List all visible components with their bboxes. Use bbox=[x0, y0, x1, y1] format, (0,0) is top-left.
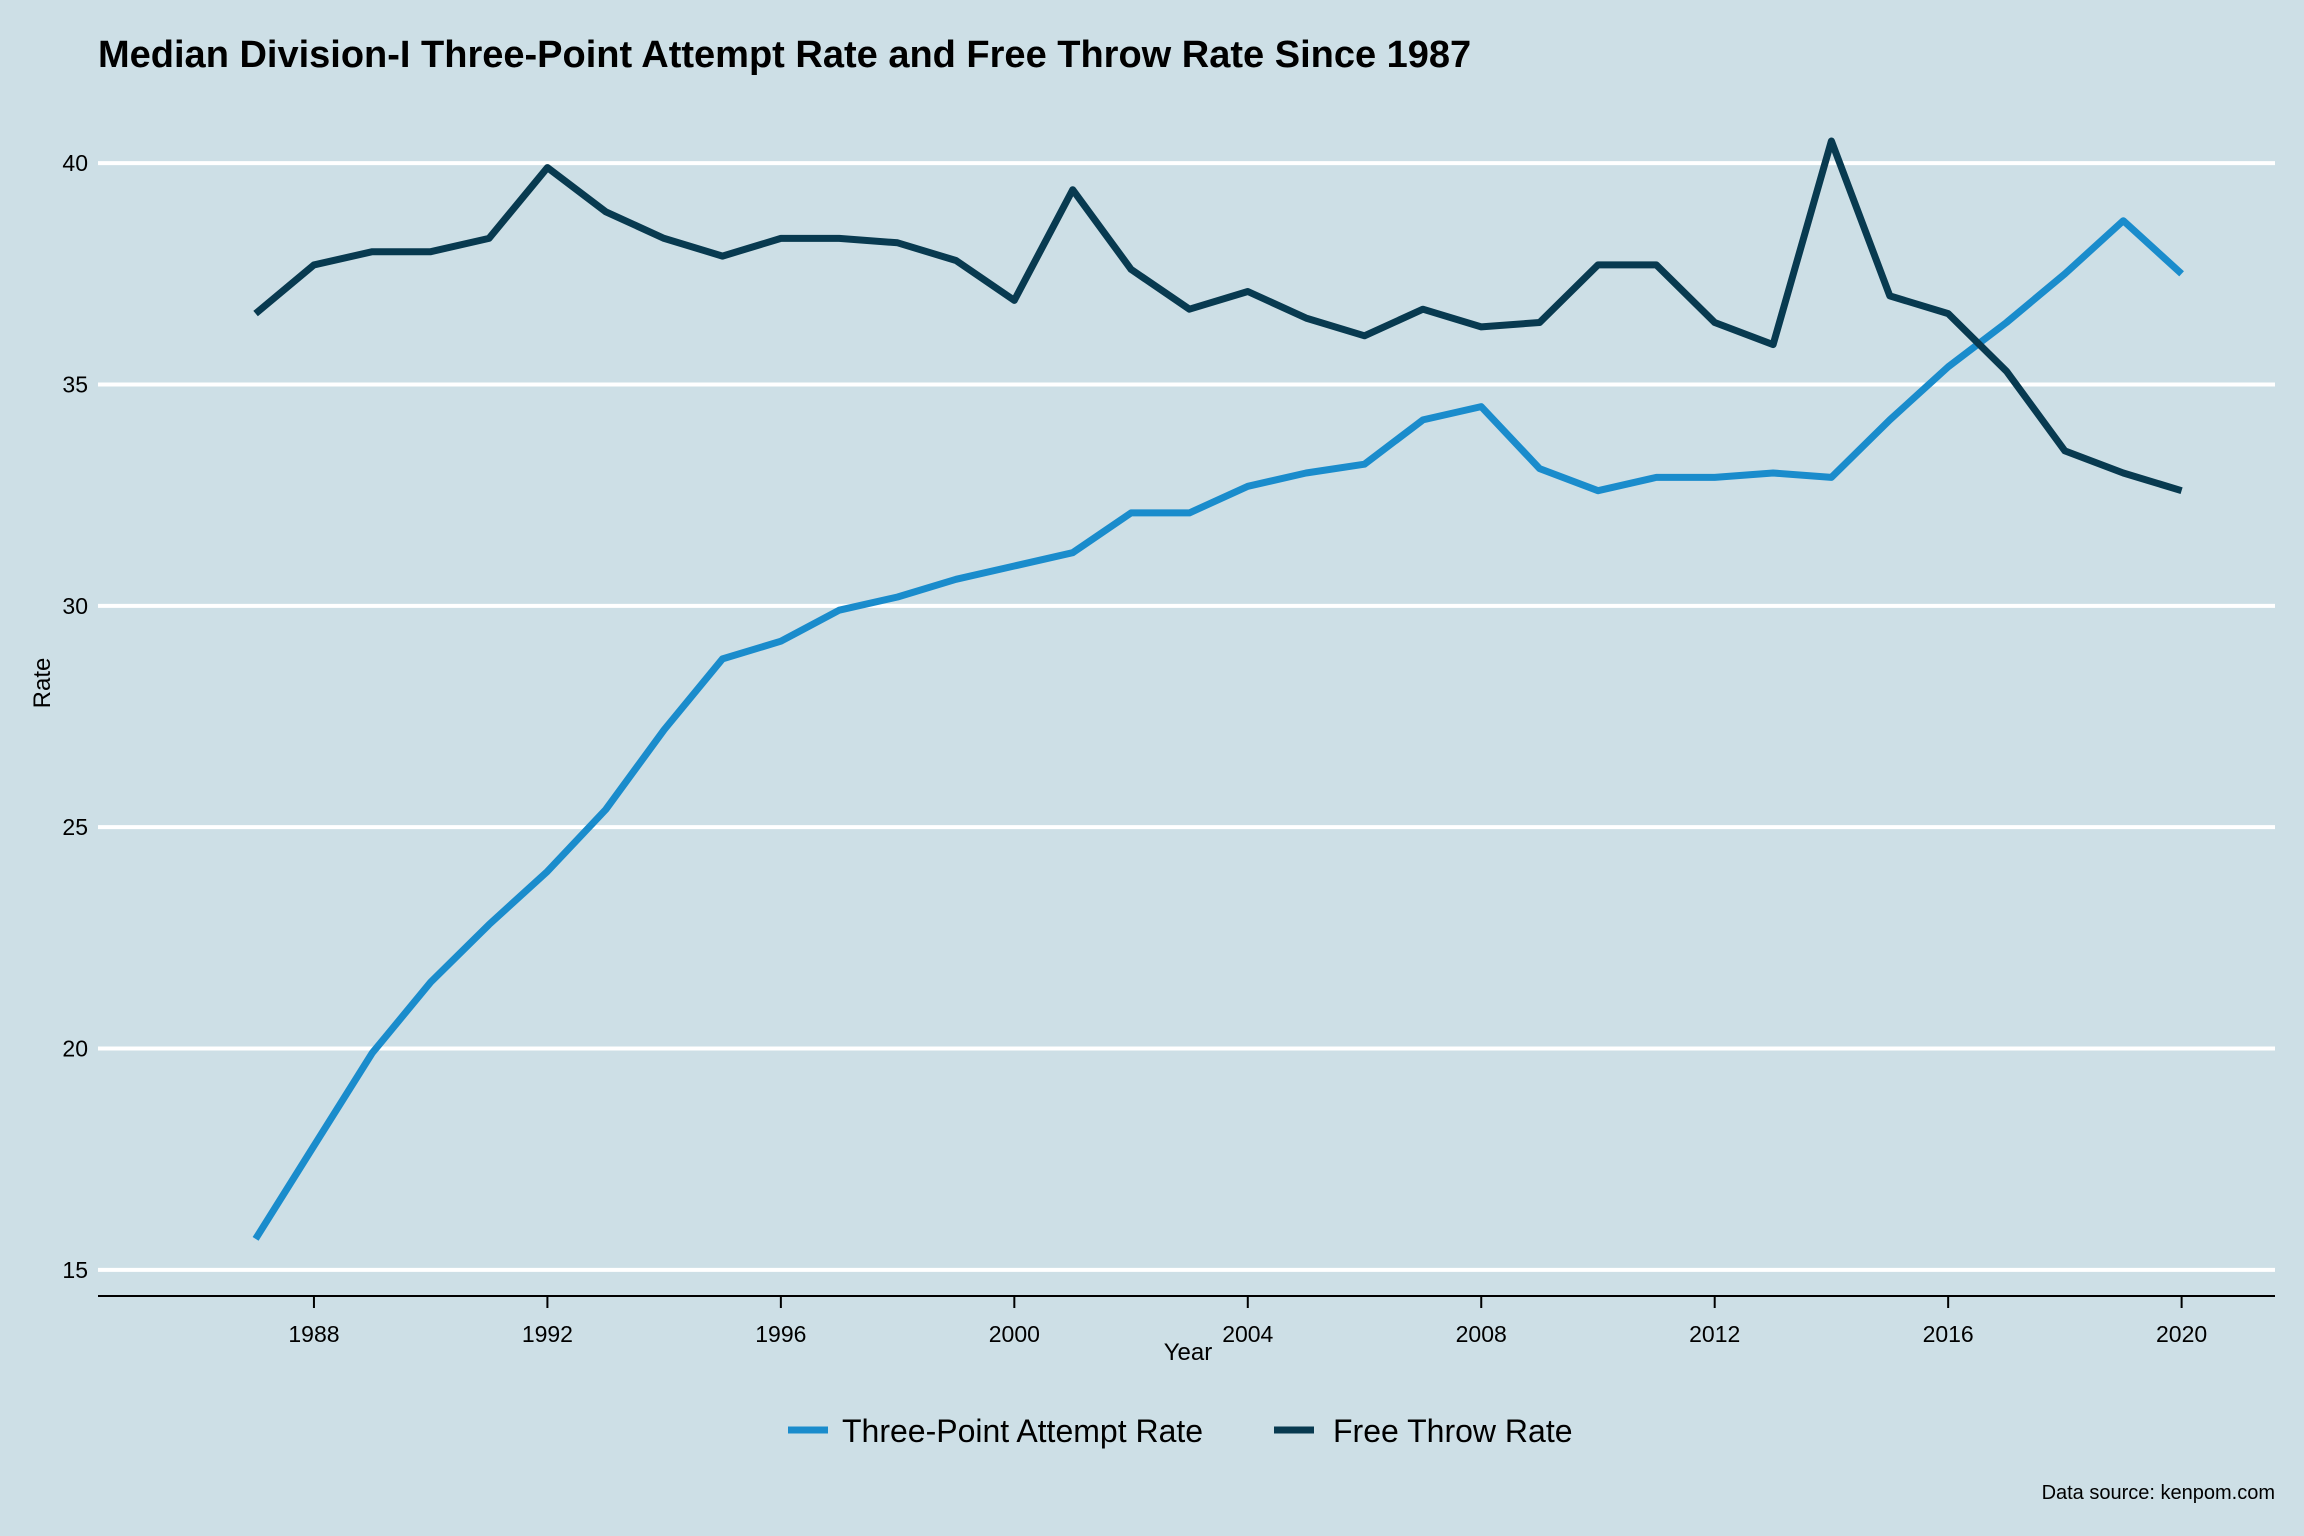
legend-label: Three-Point Attempt Rate bbox=[842, 1413, 1203, 1449]
chart-title: Median Division-I Three-Point Attempt Ra… bbox=[98, 34, 1471, 76]
x-tick-label: 2008 bbox=[1456, 1321, 1507, 1347]
y-tick-label: 25 bbox=[62, 814, 88, 840]
y-tick-label: 40 bbox=[62, 150, 88, 176]
x-tick-label: 2000 bbox=[989, 1321, 1040, 1347]
y-gridlines bbox=[98, 161, 2275, 1272]
legend-label: Free Throw Rate bbox=[1333, 1413, 1573, 1449]
y-axis-title: Rate bbox=[29, 658, 56, 709]
y-tick-label: 30 bbox=[62, 593, 88, 619]
x-tick-label: 2004 bbox=[1222, 1321, 1273, 1347]
x-tick-label: 1996 bbox=[755, 1321, 806, 1347]
x-tick-label: 2012 bbox=[1689, 1321, 1740, 1347]
legend: Three-Point Attempt Rate Free Throw Rate bbox=[788, 1413, 1573, 1449]
x-axis-ticks: 1988 1992 1996 2000 2004 2008 2012 2016 2020 bbox=[288, 1296, 2207, 1347]
series-line-free-throw-rate bbox=[253, 137, 2183, 495]
x-tick-label: 1992 bbox=[522, 1321, 573, 1347]
y-axis-ticks: 15 20 25 30 35 40 bbox=[62, 150, 88, 1283]
x-tick-label: 2020 bbox=[2156, 1321, 2207, 1347]
series-line-three-point-attempt-rate bbox=[252, 217, 2184, 1241]
x-tick-label: 1988 bbox=[288, 1321, 339, 1347]
y-tick-label: 35 bbox=[62, 371, 88, 397]
y-tick-label: 20 bbox=[62, 1036, 88, 1062]
data-source-caption: Data source: kenpom.com bbox=[2042, 1482, 2275, 1504]
x-tick-label: 2016 bbox=[1923, 1321, 1974, 1347]
x-axis-title: Year bbox=[1164, 1339, 1213, 1366]
series-lines bbox=[252, 137, 2184, 1241]
y-tick-label: 15 bbox=[62, 1257, 88, 1283]
